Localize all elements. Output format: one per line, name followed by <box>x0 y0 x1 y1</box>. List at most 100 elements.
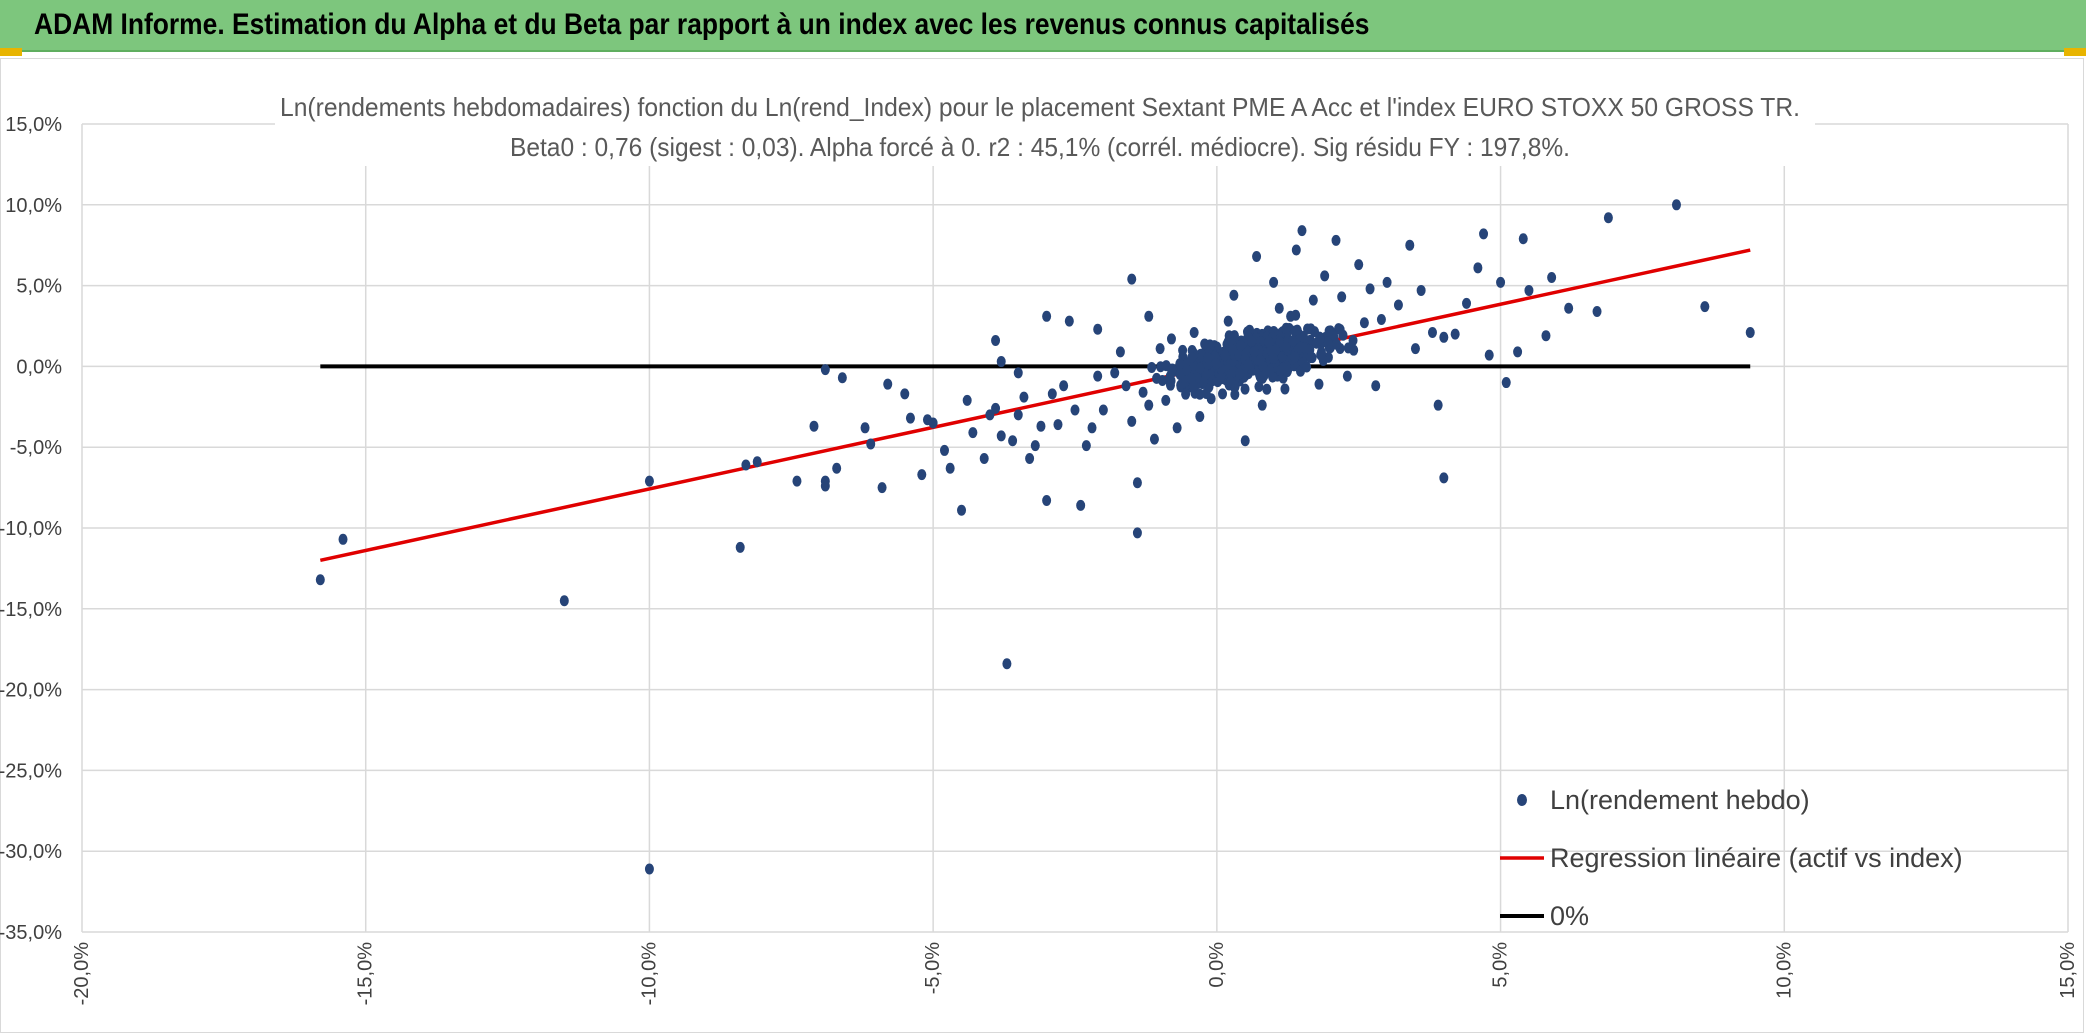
line-layer <box>319 248 1751 563</box>
data-point <box>1182 364 1192 376</box>
data-point <box>1220 349 1230 361</box>
data-point <box>559 595 569 607</box>
legend-label: Regression linéaire (actif vs index) <box>1550 843 1963 873</box>
data-point <box>985 409 995 421</box>
data-point <box>928 417 938 429</box>
data-point <box>1195 362 1205 374</box>
data-point <box>1439 472 1449 484</box>
data-point <box>1240 435 1250 447</box>
data-point <box>1121 380 1131 392</box>
data-point <box>1281 341 1291 353</box>
data-point <box>968 427 978 439</box>
data-point <box>1547 272 1557 284</box>
data-point <box>1433 399 1443 411</box>
data-point <box>1564 302 1574 314</box>
data-point <box>1296 341 1306 353</box>
data-point <box>1439 331 1449 343</box>
data-point <box>1603 212 1613 224</box>
data-point <box>1203 352 1213 364</box>
data-point <box>917 469 927 481</box>
data-point <box>1332 338 1342 350</box>
data-point <box>338 533 348 545</box>
data-point <box>1115 346 1125 358</box>
data-point <box>1211 358 1221 370</box>
data-point <box>877 482 887 494</box>
data-point <box>1278 362 1288 374</box>
data-point <box>1297 225 1307 237</box>
data-point <box>1243 359 1253 371</box>
report-title: ADAM Informe. Estimation du Alpha et du … <box>34 8 1370 41</box>
data-point <box>1019 391 1029 403</box>
chart-subtitle: Beta0 : 0,76 (sigest : 0,03). Alpha forc… <box>510 132 1570 162</box>
y-tick-label: 5,0% <box>16 276 62 298</box>
data-point <box>1093 323 1103 335</box>
data-point <box>1002 658 1012 670</box>
data-point <box>1496 276 1506 288</box>
data-point <box>1306 352 1316 364</box>
data-point <box>1236 339 1246 351</box>
data-point <box>1189 326 1199 338</box>
legend: Ln(rendement hebdo) Regression linéaire (… <box>1500 785 1963 931</box>
data-point <box>1303 323 1313 335</box>
y-tick-label: -35,0% <box>0 922 62 944</box>
data-point <box>979 453 989 465</box>
data-point <box>1246 335 1256 347</box>
data-point <box>1320 270 1330 282</box>
data-point <box>1047 388 1057 400</box>
data-point <box>1264 336 1274 348</box>
title-layer: Ln(rendements hebdomadaires) fonction du… <box>275 86 1815 166</box>
data-point <box>1195 410 1205 422</box>
data-point <box>1291 244 1301 256</box>
data-point <box>1302 361 1312 373</box>
data-point <box>315 574 325 586</box>
data-point <box>1592 305 1602 317</box>
data-point <box>832 462 842 474</box>
data-point <box>1147 362 1157 374</box>
data-point <box>1359 317 1369 329</box>
data-point <box>1229 289 1239 301</box>
data-point <box>1290 351 1300 363</box>
data-point <box>1255 354 1265 366</box>
data-point <box>1262 383 1272 395</box>
data-point <box>945 462 955 474</box>
data-point <box>809 420 819 432</box>
legend-label: Ln(rendement hebdo) <box>1550 785 1810 815</box>
data-point <box>1144 310 1154 322</box>
data-point <box>820 364 830 376</box>
grid-layer <box>81 123 2069 933</box>
data-point <box>644 863 654 875</box>
data-point <box>1252 251 1262 263</box>
data-point <box>752 456 762 468</box>
data-point <box>1291 309 1301 321</box>
y-tick-label: -20,0% <box>0 680 62 702</box>
data-point <box>1025 453 1035 465</box>
data-point <box>1405 239 1415 251</box>
data-point <box>1308 294 1318 306</box>
data-point <box>1064 315 1074 327</box>
data-point <box>837 372 847 384</box>
point-layer <box>315 199 1755 875</box>
data-point <box>1226 376 1236 388</box>
data-point <box>741 459 751 471</box>
y-tick-label: -5,0% <box>10 437 62 459</box>
chart-frame <box>0 58 2084 1033</box>
data-point <box>1473 262 1483 274</box>
data-point <box>820 480 830 492</box>
data-point <box>1331 234 1341 246</box>
data-point <box>1671 199 1681 211</box>
data-point <box>1149 433 1159 445</box>
data-point <box>1235 368 1245 380</box>
report-header: ADAM Informe. Estimation du Alpha et du … <box>0 0 2086 52</box>
x-tick-label: -15,0% <box>355 942 377 1006</box>
data-point <box>1513 346 1523 358</box>
data-point <box>1745 326 1755 338</box>
data-point <box>1076 499 1086 511</box>
data-point <box>957 504 967 516</box>
data-point <box>1178 344 1188 356</box>
x-tick-label: -10,0% <box>638 942 660 1006</box>
data-point <box>1266 345 1276 357</box>
legend-label: 0% <box>1550 901 1589 931</box>
data-point <box>1254 381 1264 393</box>
data-point <box>1292 324 1302 336</box>
